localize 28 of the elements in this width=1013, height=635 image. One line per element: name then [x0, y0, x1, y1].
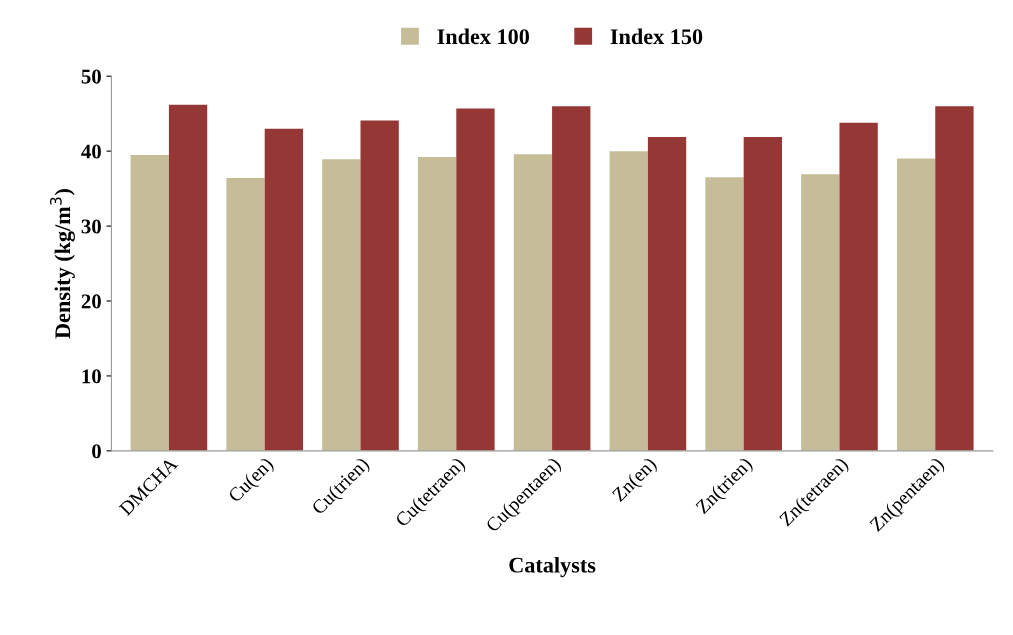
- y-tick-label: 30: [81, 219, 101, 234]
- y-axis-title: Density (kg/m$^{3}$): [49, 189, 75, 339]
- bar: [322, 159, 361, 451]
- bar: [801, 174, 840, 451]
- x-axis-title: Catalysts: [509, 556, 596, 578]
- bar: [130, 154, 169, 451]
- y-tick-label: 20: [81, 294, 101, 309]
- y-tick-label: 10: [82, 369, 101, 384]
- bar: [839, 122, 878, 451]
- bar: [168, 104, 208, 451]
- bar: [609, 151, 648, 451]
- bar: [647, 136, 687, 451]
- bar: [552, 106, 591, 451]
- legend-label: Index 100: [437, 28, 530, 45]
- y-tick-label: 0: [92, 444, 101, 459]
- y-tick-label: 40: [81, 144, 101, 159]
- bar: [360, 120, 399, 451]
- bar: [456, 108, 495, 451]
- legend-label: Index 150: [610, 28, 703, 45]
- bar: [896, 158, 936, 451]
- bar: [705, 177, 744, 451]
- bar: [417, 157, 457, 451]
- bar: [264, 128, 304, 451]
- bar: [513, 154, 553, 451]
- bar: [743, 136, 782, 451]
- bar: [935, 106, 974, 451]
- y-tick-label: 50: [81, 69, 101, 84]
- bar: [226, 178, 265, 451]
